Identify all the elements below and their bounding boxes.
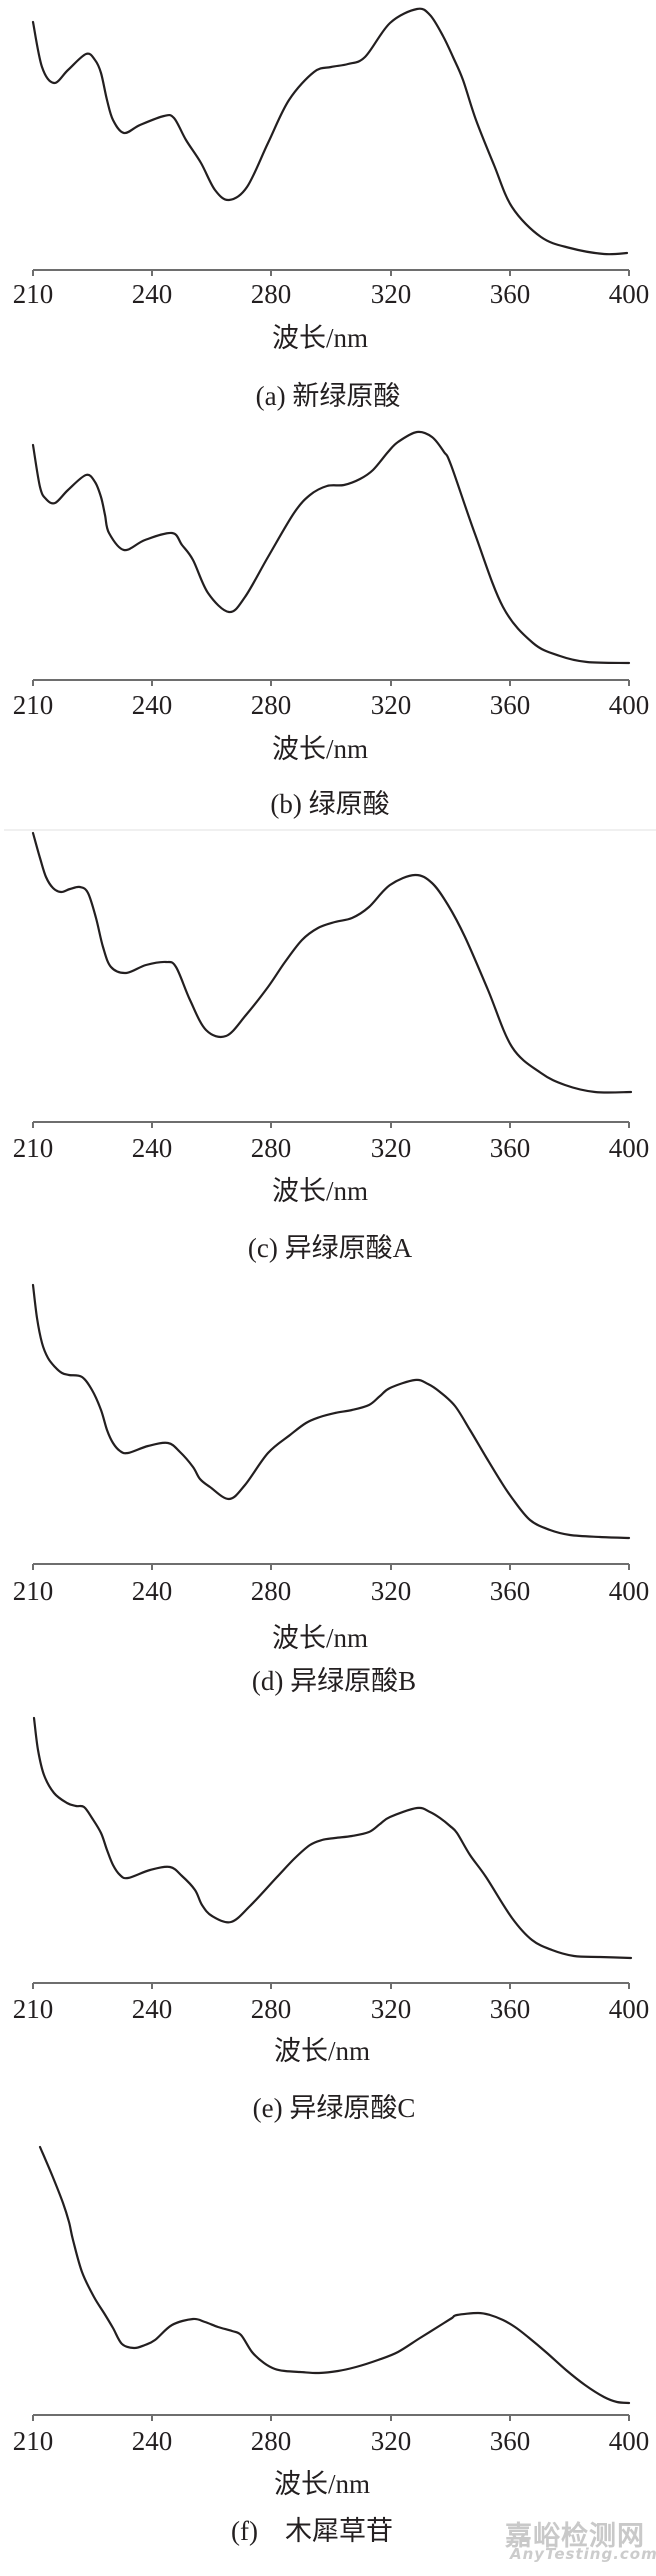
- x-axis-ticks: [32, 2415, 630, 2421]
- panel-b: 210 240 280 320 360 400 波长/nm (b) 绿原酸: [4, 430, 656, 831]
- spectrum-curve: [31, 1283, 631, 1540]
- panel-caption: (c) 异绿原酸A: [248, 1233, 413, 1263]
- spectrum-curve: [31, 7, 629, 256]
- x-tick-label: 210: [13, 690, 54, 720]
- x-tick-label: 360: [490, 1576, 531, 1606]
- panel-e: 210 240 280 320 360 400 波长/nm (e) 异绿原酸C: [13, 1716, 650, 2123]
- spectrum-curve: [38, 2145, 631, 2405]
- x-axis-tick-labels: 210 240 280 320 360 400: [13, 2426, 650, 2456]
- x-axis-label: 波长/nm: [272, 734, 368, 764]
- x-tick-label: 210: [13, 1994, 54, 2024]
- spectrum-curve: [31, 430, 631, 665]
- x-tick-label: 240: [132, 279, 173, 309]
- x-tick-label: 360: [490, 2426, 531, 2456]
- x-tick-label: 360: [490, 690, 531, 720]
- x-tick-label: 400: [609, 1994, 650, 2024]
- x-tick-label: 320: [371, 1994, 412, 2024]
- spectrum-curve: [32, 1716, 633, 1960]
- x-axis-label: 波长/nm: [272, 1623, 368, 1653]
- x-tick-label: 320: [371, 1133, 412, 1163]
- panel-caption: (e) 异绿原酸C: [253, 2093, 416, 2123]
- x-tick-label: 280: [251, 279, 292, 309]
- x-axis-ticks: [32, 1983, 630, 1989]
- x-axis-ticks: [32, 1564, 630, 1570]
- x-tick-label: 360: [490, 1994, 531, 2024]
- x-axis-tick-labels: 210 240 280 320 360 400: [13, 1133, 650, 1163]
- x-axis-tick-labels: 210 240 280 320 360 400: [13, 1576, 650, 1606]
- x-axis-ticks: [32, 1122, 630, 1128]
- panel-f: 210 240 280 320 360 400 波长/nm (f) 木犀草苷: [13, 2145, 650, 2546]
- x-tick-label: 320: [371, 279, 412, 309]
- x-tick-label: 400: [609, 279, 650, 309]
- x-tick-label: 210: [13, 1576, 54, 1606]
- panel-a: 210 240 280 320 360 400 波长/nm (a) 新绿原酸: [13, 7, 650, 411]
- panel-caption: (a) 新绿原酸: [256, 381, 401, 411]
- x-tick-label: 280: [251, 1576, 292, 1606]
- x-tick-label: 210: [13, 279, 54, 309]
- x-axis-label: 波长/nm: [274, 2469, 370, 2499]
- panel-c: 210 240 280 320 360 400 波长/nm (c) 异绿原酸A: [13, 831, 650, 1263]
- x-axis-label: 波长/nm: [274, 2036, 370, 2066]
- x-axis-tick-labels: 210 240 280 320 360 400: [13, 690, 650, 720]
- x-tick-label: 280: [251, 1133, 292, 1163]
- x-tick-label: 400: [609, 690, 650, 720]
- panel-d: 210 240 280 320 360 400 波长/nm (d) 异绿原酸B: [13, 1283, 650, 1696]
- x-axis-label: 波长/nm: [272, 1176, 368, 1206]
- x-tick-label: 320: [371, 690, 412, 720]
- x-tick-label: 360: [490, 1133, 531, 1163]
- x-axis-label: 波长/nm: [272, 323, 368, 353]
- x-tick-label: 210: [13, 2426, 54, 2456]
- panel-caption: (d) 异绿原酸B: [252, 1666, 416, 1696]
- x-tick-label: 320: [371, 2426, 412, 2456]
- x-tick-label: 240: [132, 1994, 173, 2024]
- x-tick-label: 280: [251, 690, 292, 720]
- x-tick-label: 360: [490, 279, 531, 309]
- panel-caption: (b) 绿原酸: [270, 789, 389, 819]
- x-tick-label: 240: [132, 1576, 173, 1606]
- x-axis-ticks: [32, 270, 630, 276]
- x-tick-label: 280: [251, 2426, 292, 2456]
- x-tick-label: 210: [13, 1133, 54, 1163]
- x-tick-label: 240: [132, 2426, 173, 2456]
- x-axis-tick-labels: 210 240 280 320 360 400: [13, 1994, 650, 2024]
- x-tick-label: 400: [609, 1133, 650, 1163]
- spectrum-curve: [31, 831, 633, 1094]
- panel-caption: (f) 木犀草苷: [231, 2516, 393, 2546]
- x-axis-tick-labels: 210 240 280 320 360 400: [13, 279, 650, 309]
- x-axis-ticks: [32, 680, 630, 686]
- x-tick-label: 320: [371, 1576, 412, 1606]
- x-tick-label: 400: [609, 1576, 650, 1606]
- watermark-url-text: AnyTesting.com: [510, 2545, 656, 2563]
- watermark-logo-text: 嘉峪检测网: [505, 2521, 645, 2552]
- x-tick-label: 280: [251, 1994, 292, 2024]
- x-tick-label: 240: [132, 690, 173, 720]
- x-tick-label: 400: [609, 2426, 650, 2456]
- x-tick-label: 240: [132, 1133, 173, 1163]
